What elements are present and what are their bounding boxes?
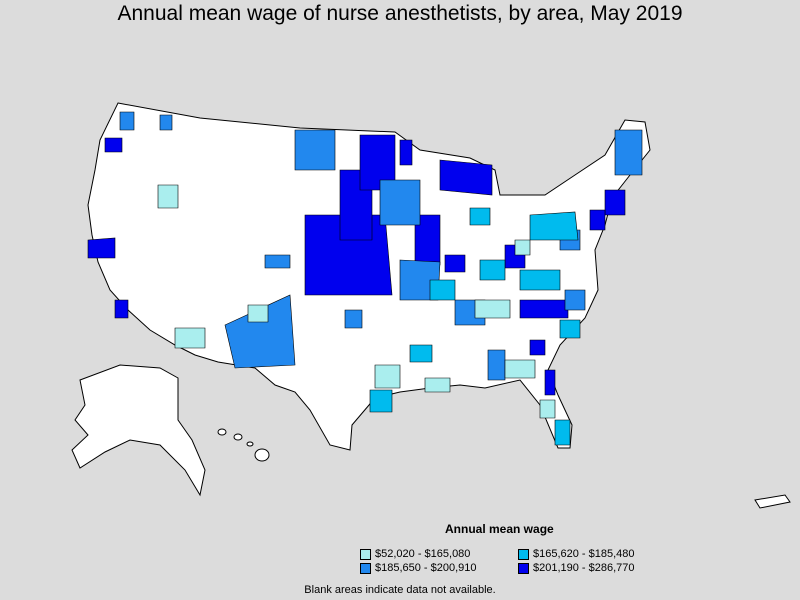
- legend-swatch: [518, 562, 529, 574]
- legend-label: $185,650 - $200,910: [375, 562, 477, 574]
- regions-tier-2: [369, 207, 581, 446]
- legend-swatch: [518, 548, 529, 560]
- regions-tier-4: [87, 134, 626, 396]
- blank-areas-note: Blank areas indicate data not available.: [304, 584, 496, 596]
- puerto-rico-outline: [754, 494, 791, 509]
- hawaii-islands: [217, 428, 270, 462]
- legend-label: $52,020 - $165,080: [375, 548, 471, 560]
- legend-swatch: [360, 562, 371, 574]
- alaska-outline: [71, 364, 206, 497]
- legend-label: $201,190 - $286,770: [533, 562, 635, 574]
- legend-label: $165,620 - $185,480: [533, 548, 635, 560]
- legend-title: Annual mean wage: [445, 522, 554, 536]
- regions-tier-1: [157, 184, 556, 419]
- legend-swatch: [360, 548, 371, 560]
- legend-item-tier-4: $201,190 - $286,770: [518, 562, 635, 574]
- map-title: Annual mean wage of nurse anesthetists, …: [117, 2, 683, 25]
- legend-item-tier-2: $165,620 - $185,480: [518, 548, 635, 560]
- regions-tier-3: [119, 111, 643, 381]
- legend-item-tier-3: $185,650 - $200,910: [360, 562, 477, 574]
- legend-item-tier-1: $52,020 - $165,080: [360, 548, 470, 560]
